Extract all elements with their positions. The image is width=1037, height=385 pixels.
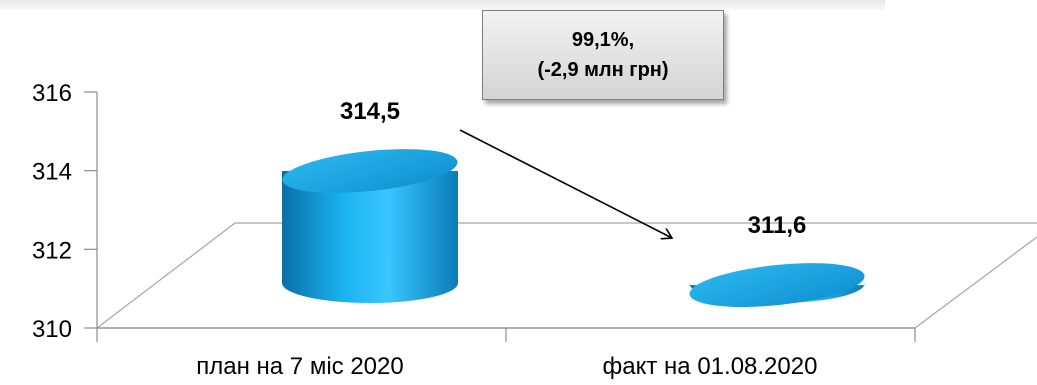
bar-1	[282, 149, 458, 303]
y-tick-label: 310	[32, 316, 72, 343]
bar-body	[282, 171, 458, 303]
change-callout: 99,1%, (-2,9 млн грн)	[482, 10, 724, 100]
bar-top	[282, 149, 458, 193]
data-label: 311,6	[748, 212, 807, 239]
top-frame-bar	[0, 0, 885, 10]
x-axis	[96, 327, 916, 342]
y-tick-label: 316	[32, 80, 72, 107]
data-label: 314,5	[340, 98, 400, 125]
floor-plane	[96, 222, 1037, 329]
y-tick-label: 312	[32, 237, 72, 264]
callout-percent: 99,1%,	[571, 29, 635, 51]
y-tick-label: 314	[32, 159, 72, 186]
bar-top	[689, 263, 865, 307]
change-arrow	[459, 129, 672, 238]
x-category-label: план на 7 міс 2020	[196, 353, 403, 380]
x-category-label: факт на 01.08.2020	[603, 353, 818, 380]
bar-2	[689, 263, 865, 307]
callout-difference: (-2,9 млн грн)	[537, 59, 669, 81]
